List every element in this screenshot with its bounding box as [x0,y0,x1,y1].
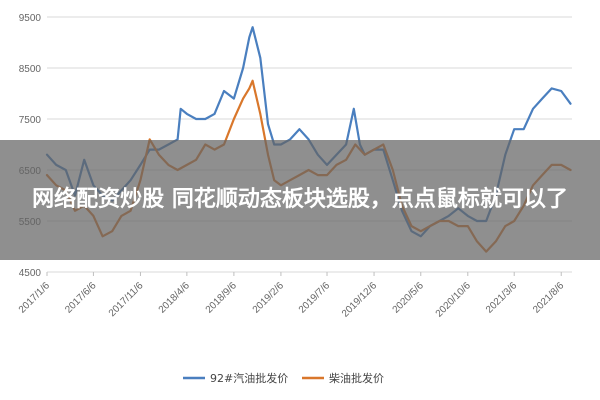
y-tick-label: 8500 [19,64,42,75]
x-tick-label: 2021/8/6 [531,280,567,316]
promo-banner-overlay: 网络配资炒股 同花顺动态板块选股，点点鼠标就可以了 [0,140,600,260]
x-tick-label: 2020/10/6 [434,280,474,320]
y-tick-label: 4500 [19,268,42,279]
x-tick-label: 2017/11/6 [107,280,146,319]
legend-label: 柴油批发价 [329,371,384,385]
x-tick-label: 2019/12/6 [340,280,380,320]
x-tick-label: 2020/5/6 [391,280,427,316]
x-tick-label: 2019/7/6 [297,280,333,316]
x-tick-label: 2017/1/6 [17,280,53,316]
x-tick-label: 2018/9/6 [204,280,240,316]
legend-label: 92#汽油批发价 [210,371,288,385]
x-tick-label: 2017/6/6 [63,280,99,316]
y-tick-label: 9500 [19,13,42,24]
x-tick-label: 2021/3/6 [484,280,520,316]
y-tick-label: 7500 [19,115,42,126]
x-tick-label: 2018/4/6 [157,280,193,316]
legend: 92#汽油批发价 柴油批发价 [183,371,384,385]
promo-headline: 网络配资炒股 同花顺动态板块选股，点点鼠标就可以了 [32,187,568,212]
x-axis-tick-labels: 2017/1/6 2017/6/6 2017/11/6 2018/4/6 2018/9/… [17,280,567,320]
x-tick-label: 2019/2/6 [251,280,287,316]
